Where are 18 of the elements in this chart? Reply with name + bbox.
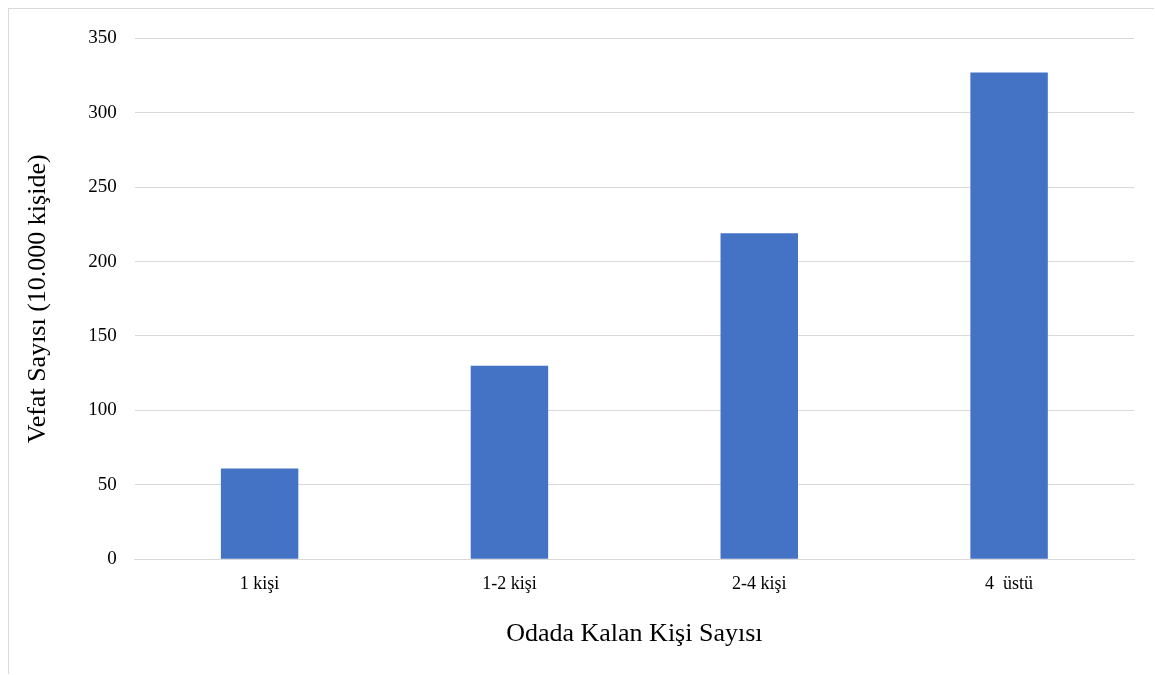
bar bbox=[720, 233, 798, 559]
y-tick-label: 350 bbox=[88, 26, 117, 48]
x-tick-label: 1-2 kişi bbox=[482, 572, 537, 593]
x-tick-label: 4 üstü bbox=[985, 572, 1034, 593]
y-tick-label: 50 bbox=[97, 472, 117, 494]
x-tick-label: 1 kişi bbox=[239, 572, 280, 593]
y-tick-label: 100 bbox=[88, 398, 117, 420]
y-tick-label: 0 bbox=[107, 547, 117, 569]
x-axis-title: Odada Kalan Kişi Sayısı bbox=[506, 618, 763, 648]
y-tick-label: 150 bbox=[88, 323, 117, 345]
bar bbox=[970, 72, 1048, 559]
y-axis-title: Vefat Sayısı (10.000 kişide) bbox=[22, 154, 52, 444]
y-tick-label: 250 bbox=[88, 175, 117, 197]
bar bbox=[220, 468, 299, 559]
y-tick-label: 200 bbox=[88, 249, 117, 271]
y-tick-label: 300 bbox=[88, 100, 117, 122]
x-tick-label: 2-4 kişi bbox=[732, 572, 787, 593]
bar bbox=[470, 365, 549, 559]
